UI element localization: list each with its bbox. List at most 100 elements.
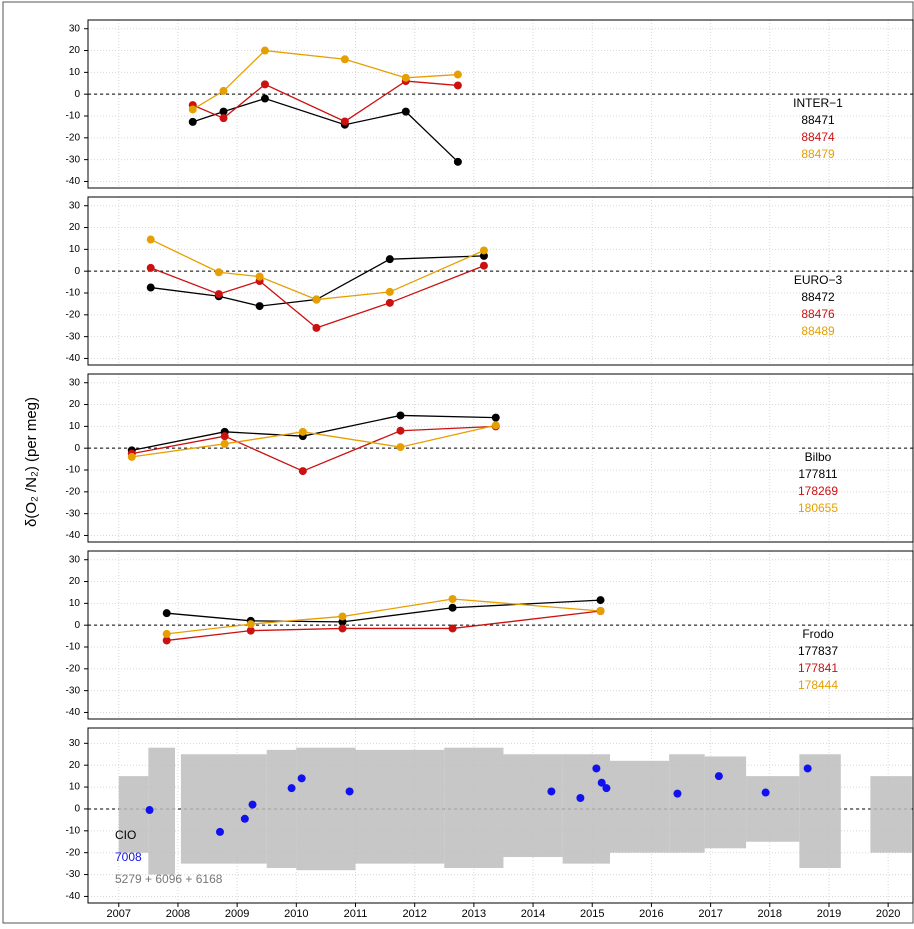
data-point	[260, 94, 269, 103]
x-tick-label: 2018	[758, 908, 782, 920]
data-point	[215, 827, 224, 836]
data-range	[118, 776, 149, 853]
data-point	[385, 287, 394, 296]
legend-entry: 178444	[798, 678, 838, 692]
panel-frame	[87, 196, 914, 366]
y-tick-label: 0	[74, 443, 80, 454]
x-tick-label: 2009	[225, 908, 249, 920]
y-tick-label: -20	[66, 132, 81, 143]
data-range	[355, 749, 445, 864]
data-point	[298, 467, 307, 476]
data-range	[704, 756, 747, 849]
data-point	[287, 784, 296, 793]
y-tick-label: -40	[66, 707, 81, 718]
legend-entry: 177841	[798, 661, 838, 675]
data-range	[870, 776, 912, 853]
legend-entry: 5279 + 6096 + 6168	[115, 872, 223, 886]
series-line	[150, 265, 485, 329]
y-tick-label: 10	[69, 782, 81, 793]
data-point	[803, 764, 812, 773]
data-point	[220, 439, 229, 448]
data-point	[162, 609, 171, 618]
data-point	[219, 114, 228, 123]
x-tick-label: 2008	[166, 908, 190, 920]
data-point	[401, 107, 410, 116]
legend-title: INTER−1	[793, 96, 843, 110]
y-tick-label: 30	[69, 23, 81, 34]
y-tick-label: 30	[69, 554, 81, 565]
y-tick-label: 0	[74, 620, 80, 631]
data-point	[396, 426, 405, 435]
data-point	[448, 624, 457, 633]
data-point	[396, 443, 405, 452]
data-point	[312, 323, 321, 332]
data-point	[345, 787, 354, 796]
data-point	[260, 46, 269, 55]
data-point	[220, 432, 229, 441]
data-point	[448, 595, 457, 603]
data-point	[162, 629, 171, 638]
data-point	[453, 157, 462, 166]
data-point	[338, 624, 347, 633]
data-point	[246, 626, 255, 635]
x-tick-label: 2017	[698, 908, 722, 920]
y-tick-label: -40	[66, 891, 81, 902]
data-point	[338, 612, 347, 621]
y-tick-label: 10	[69, 244, 81, 255]
data-range	[669, 754, 705, 853]
data-range	[266, 749, 297, 868]
series-line	[150, 238, 485, 301]
y-tick-label: -30	[66, 869, 81, 880]
x-tick-label: 2014	[521, 908, 545, 920]
data-point	[298, 427, 307, 436]
series-line	[192, 80, 458, 123]
data-range	[799, 754, 841, 868]
panel-frame	[87, 19, 914, 189]
y-tick-label: -10	[66, 288, 81, 299]
y-tick-label: 0	[74, 89, 80, 100]
y-tick-label: 20	[69, 576, 81, 587]
data-point	[146, 283, 155, 292]
legend-entry: 88489	[801, 324, 835, 338]
y-tick-label: -20	[66, 486, 81, 497]
legend-entry: 88476	[801, 307, 835, 321]
data-point	[240, 814, 249, 823]
data-range	[296, 747, 356, 871]
panel-frame	[87, 550, 914, 720]
data-point	[340, 117, 349, 126]
x-tick-label: 2007	[107, 908, 131, 920]
legend-entry: 88474	[801, 130, 835, 144]
y-tick-label: -30	[66, 685, 81, 696]
legend-title: Frodo	[802, 627, 834, 641]
y-tick-label: 30	[69, 738, 81, 749]
data-point	[162, 636, 171, 645]
legend-entry: 88471	[801, 113, 835, 127]
x-tick-label: 2012	[402, 908, 426, 920]
y-tick-label: 20	[69, 45, 81, 56]
y-tick-label: -40	[66, 530, 81, 541]
data-point	[576, 794, 585, 802]
data-point	[453, 81, 462, 90]
legend-title: CIO	[115, 828, 136, 842]
y-tick-label: -10	[66, 825, 81, 836]
data-point	[255, 302, 264, 311]
x-tick-label: 2013	[462, 908, 486, 920]
data-point	[479, 261, 488, 270]
data-point	[219, 107, 228, 116]
data-point	[312, 295, 321, 304]
data-point	[214, 268, 223, 277]
data-point	[385, 298, 394, 307]
y-tick-label: -30	[66, 154, 81, 165]
x-tick-label: 2019	[817, 908, 841, 920]
x-tick-label: 2011	[344, 908, 368, 920]
legend-entry: 180655	[798, 501, 838, 515]
data-point	[597, 778, 606, 787]
x-tick-label: 2010	[284, 908, 308, 920]
series-line	[192, 49, 458, 111]
data-point	[260, 80, 269, 89]
data-point	[146, 263, 155, 272]
y-tick-label: 30	[69, 377, 81, 388]
y-tick-label: 20	[69, 222, 81, 233]
data-point	[188, 117, 197, 126]
panel-frame	[87, 373, 914, 543]
